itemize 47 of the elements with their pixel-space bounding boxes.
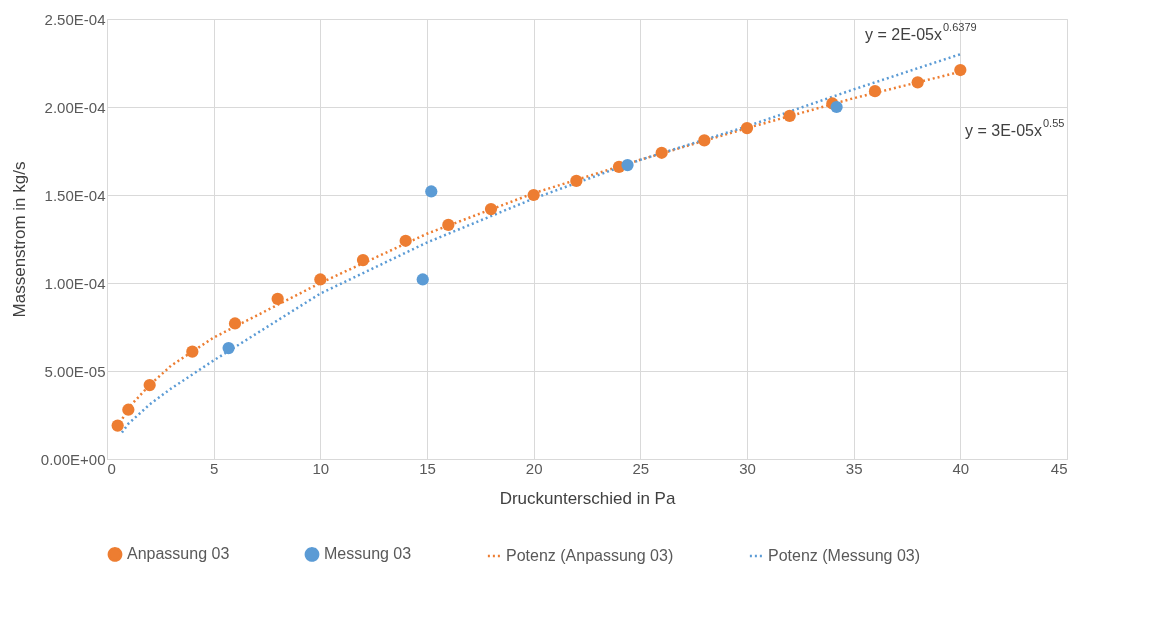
legend-label: Potenz (Anpassung 03) xyxy=(506,547,674,564)
x-tick-label: 5 xyxy=(209,459,219,477)
x-tick-label: 45 xyxy=(1050,459,1068,477)
point xyxy=(228,317,242,330)
point xyxy=(830,100,843,114)
point xyxy=(527,188,540,202)
point xyxy=(442,218,455,232)
y-tick-label: 1.50E-04 xyxy=(44,186,106,204)
point xyxy=(740,122,754,135)
x-tick-label: 15 xyxy=(419,459,436,477)
point xyxy=(655,146,668,159)
y-tick-label: 0.00E+00 xyxy=(40,450,106,468)
point xyxy=(271,292,284,305)
point xyxy=(868,85,882,98)
legend-label: Anpassung 03 xyxy=(127,545,230,563)
x-tick-label: 0 xyxy=(107,459,116,477)
legend-label: Potenz (Messung 03) xyxy=(768,547,921,564)
x-tick-label: 10 xyxy=(312,459,330,477)
y-axis-title: Massenstrom in kg/s xyxy=(9,161,29,318)
point xyxy=(425,185,438,198)
x-tick-label: 40 xyxy=(952,459,970,477)
point xyxy=(314,273,327,286)
point xyxy=(484,202,498,216)
y-tick-label: 2.00E-04 xyxy=(44,98,106,116)
point xyxy=(399,234,412,247)
point xyxy=(570,174,583,188)
y-tick-label: 5.00E-05 xyxy=(44,362,106,380)
x-tick-label: 30 xyxy=(739,459,756,477)
point xyxy=(783,109,796,122)
y-tick-label: 1.00E-04 xyxy=(44,274,106,292)
point xyxy=(954,63,967,77)
point xyxy=(143,378,156,392)
x-tick-label: 25 xyxy=(632,459,650,477)
point xyxy=(911,76,924,89)
point xyxy=(416,273,429,286)
x-tick-label: 20 xyxy=(525,459,543,477)
point xyxy=(122,403,135,416)
point xyxy=(698,134,711,147)
x-axis-title: Druckunterschied in Pa xyxy=(499,488,676,508)
point xyxy=(621,158,634,172)
y-tick-label: 2.50E-04 xyxy=(44,10,106,28)
x-tick-label: 35 xyxy=(845,459,863,477)
point xyxy=(222,342,235,355)
point xyxy=(111,419,124,432)
point xyxy=(356,254,370,267)
legend-label: Messung 03 xyxy=(324,545,412,563)
point xyxy=(186,345,199,358)
